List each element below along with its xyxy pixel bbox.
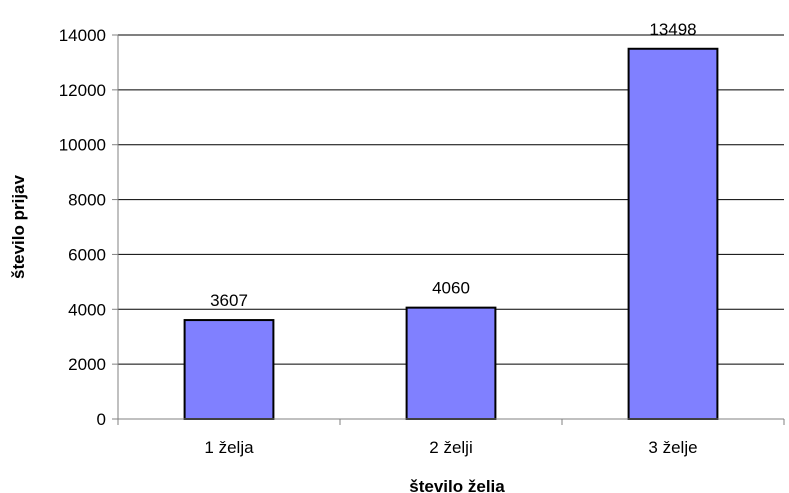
x-category-label: 2 želji [429, 438, 472, 457]
labels: 0 2000 4000 6000 8000 10000 12000 14000 3607 1 že… [59, 20, 698, 457]
y-tick-label: 2000 [68, 355, 106, 374]
y-tick-label: 0 [97, 410, 106, 429]
y-tick-label: 14000 [59, 26, 106, 45]
y-tick-label: 4000 [68, 300, 106, 319]
bars [183, 47, 719, 421]
x-axis-title: število želia [409, 477, 505, 493]
data-label: 3607 [210, 291, 248, 310]
x-category-label: 1 želja [204, 438, 254, 457]
bar [627, 47, 719, 421]
y-tick-label: 6000 [68, 245, 106, 264]
data-label: 13498 [649, 20, 696, 39]
axes [112, 34, 785, 425]
gridlines [118, 34, 784, 365]
y-tick-label: 12000 [59, 81, 106, 100]
y-axis-title: število prijav [9, 174, 28, 278]
y-tick-label: 10000 [59, 136, 106, 155]
x-category-label: 3 želje [648, 438, 697, 457]
bar [405, 306, 497, 421]
y-tick-label: 8000 [68, 191, 106, 210]
bar [183, 319, 275, 421]
data-label: 4060 [432, 279, 470, 298]
